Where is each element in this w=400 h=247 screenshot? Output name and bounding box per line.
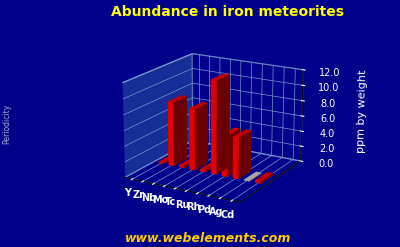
Text: Abundance in iron meteorites: Abundance in iron meteorites (111, 5, 344, 19)
Text: www.webelements.com: www.webelements.com (125, 231, 291, 245)
Text: Periodicity: Periodicity (2, 103, 11, 144)
